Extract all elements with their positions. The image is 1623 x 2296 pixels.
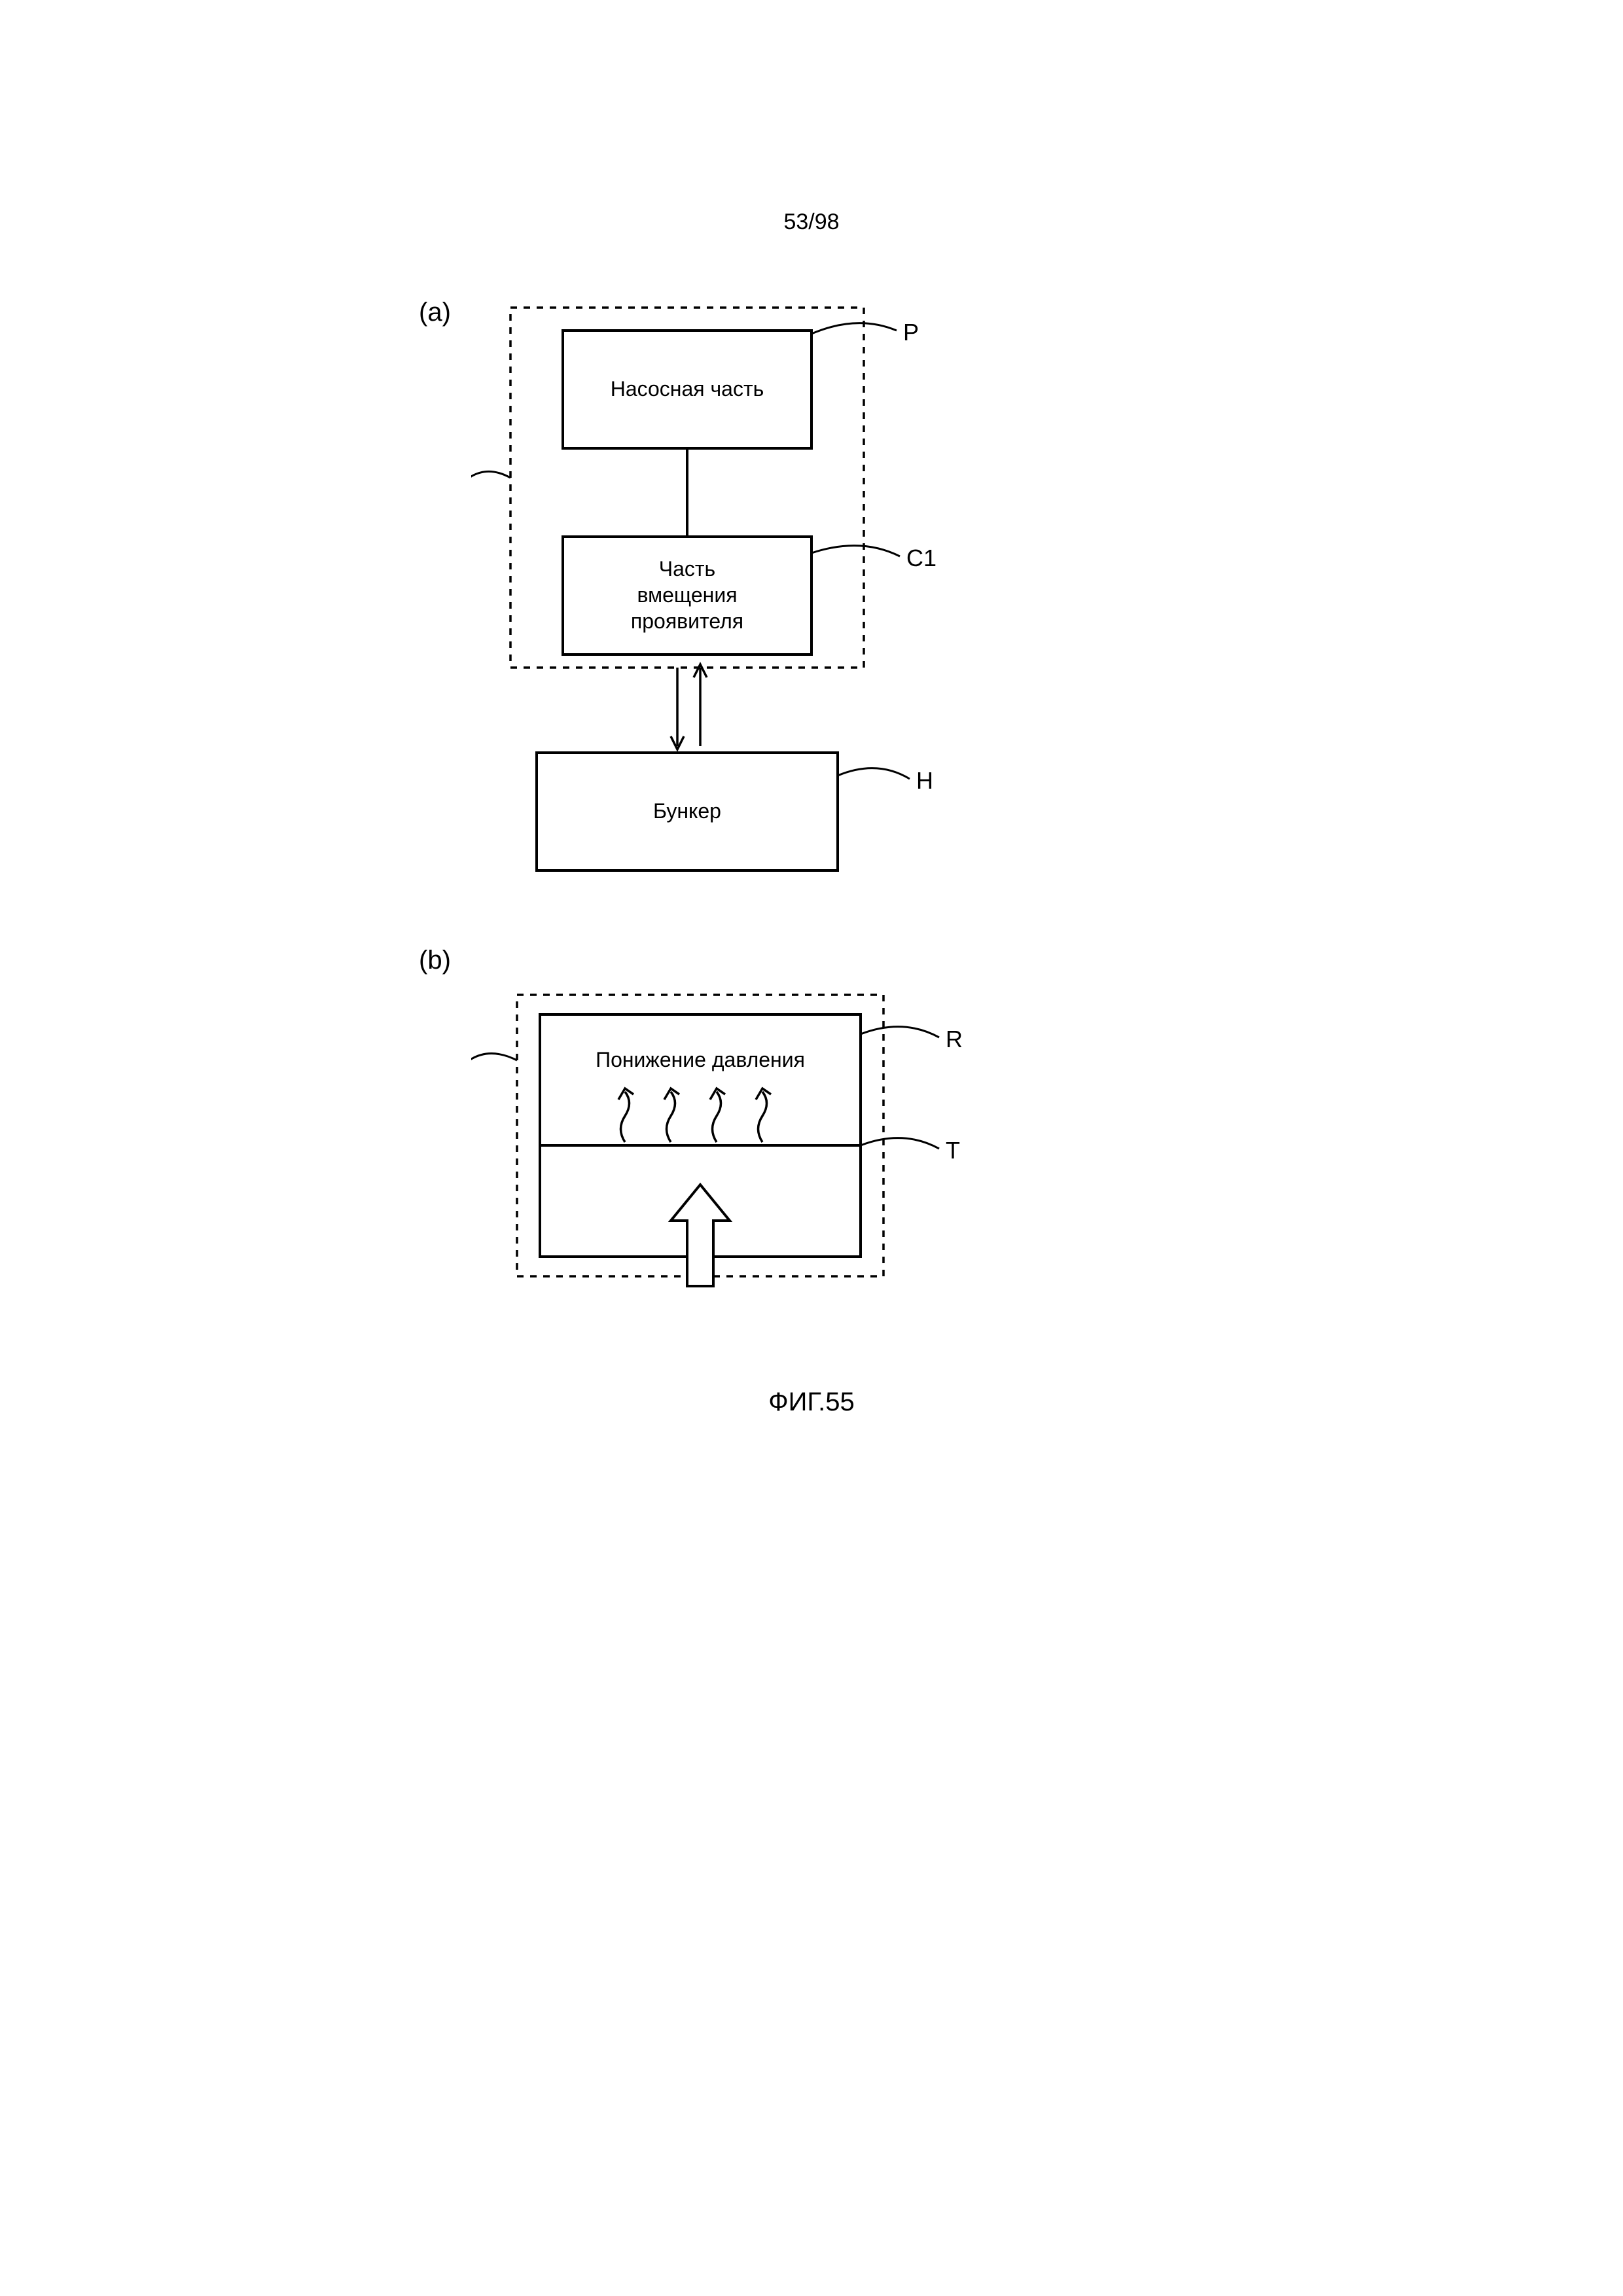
page: 53/98 (a) Насосная часть P C Часть вмеще…: [0, 0, 1623, 2296]
page-number: 53/98: [783, 209, 839, 235]
leader-c1: [812, 546, 900, 556]
developer-line3: проявителя: [631, 609, 743, 633]
leader-t: [861, 1138, 939, 1149]
subfig-a-svg: Насосная часть P C Часть вмещения прояви…: [471, 295, 1060, 949]
label-r: R: [946, 1026, 963, 1052]
label-p: P: [903, 319, 919, 346]
block-arrow-up: [671, 1185, 730, 1286]
leader-c: [471, 471, 510, 488]
label-t: T: [946, 1137, 960, 1164]
subfig-a-label: (a): [419, 298, 451, 327]
pressure-text: Понижение давления: [596, 1048, 805, 1071]
subfig-b-svg: C R Понижение давления T: [471, 982, 1060, 1388]
developer-line1: Часть: [659, 557, 715, 581]
leader-c-b: [471, 1054, 517, 1067]
hopper-text: Бункер: [653, 799, 721, 823]
subfig-b-label: (b): [419, 946, 451, 975]
developer-line2: вмещения: [637, 583, 737, 607]
wavy-arrows: [618, 1088, 771, 1142]
leader-h: [838, 768, 910, 779]
label-h: H: [916, 767, 933, 794]
label-c1: C1: [906, 545, 936, 571]
leader-p: [812, 323, 897, 334]
pump-box-text: Насосная часть: [611, 377, 764, 401]
figure-caption: ФИГ.55: [768, 1388, 855, 1417]
leader-r: [861, 1027, 939, 1037]
